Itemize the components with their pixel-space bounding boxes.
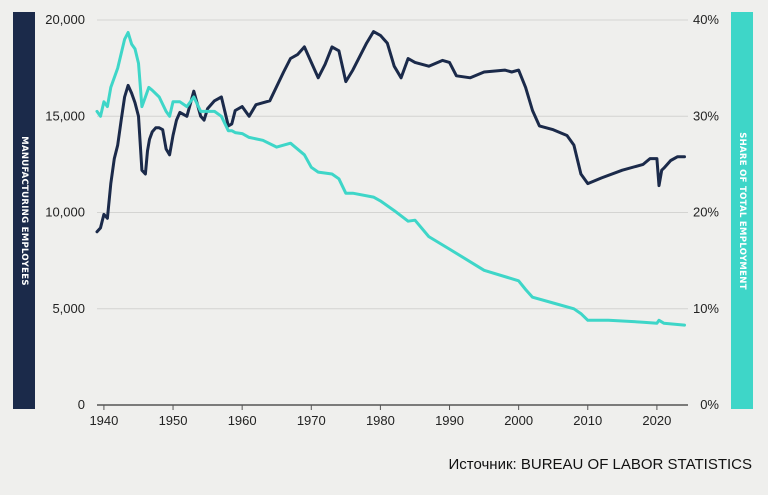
x-tick-label: 2010	[573, 413, 602, 428]
source-note: Источник: BUREAU OF LABOR STATISTICS	[448, 456, 752, 473]
y2-tick-label: 40%	[693, 12, 719, 27]
x-tick-label: 1980	[366, 413, 395, 428]
y-tick-label: 5,000	[52, 301, 85, 316]
share-of-employment-line	[95, 31, 686, 327]
x-tick-label: 1970	[297, 413, 326, 428]
x-tick-label: 1950	[159, 413, 188, 428]
left-axis-title: MANUFACTURING EMPLOYEES	[19, 135, 29, 286]
manufacturing-employees-line	[95, 30, 686, 234]
y-tick-label: 10,000	[45, 205, 85, 220]
y2-tick-label: 30%	[693, 108, 719, 123]
x-tick-label: 2000	[504, 413, 533, 428]
x-tick-label: 1940	[89, 413, 118, 428]
y2-tick-label: 10%	[693, 301, 719, 316]
x-tick-label: 2020	[642, 413, 671, 428]
right-axis-title: SHARE OF TOTAL EMPLOYMENT	[737, 131, 747, 290]
y2-tick-label: 20%	[693, 205, 719, 220]
y-tick-label: 20,000	[45, 12, 85, 27]
y-tick-label: 0	[78, 397, 85, 412]
left-axis-title-band: MANUFACTURING EMPLOYEES	[13, 12, 35, 409]
x-tick-label: 1960	[228, 413, 257, 428]
x-tick-label: 1990	[435, 413, 464, 428]
y2-tick-label: 0%	[700, 397, 719, 412]
right-axis-title-band: SHARE OF TOTAL EMPLOYMENT	[731, 12, 753, 409]
y-tick-label: 15,000	[45, 108, 85, 123]
